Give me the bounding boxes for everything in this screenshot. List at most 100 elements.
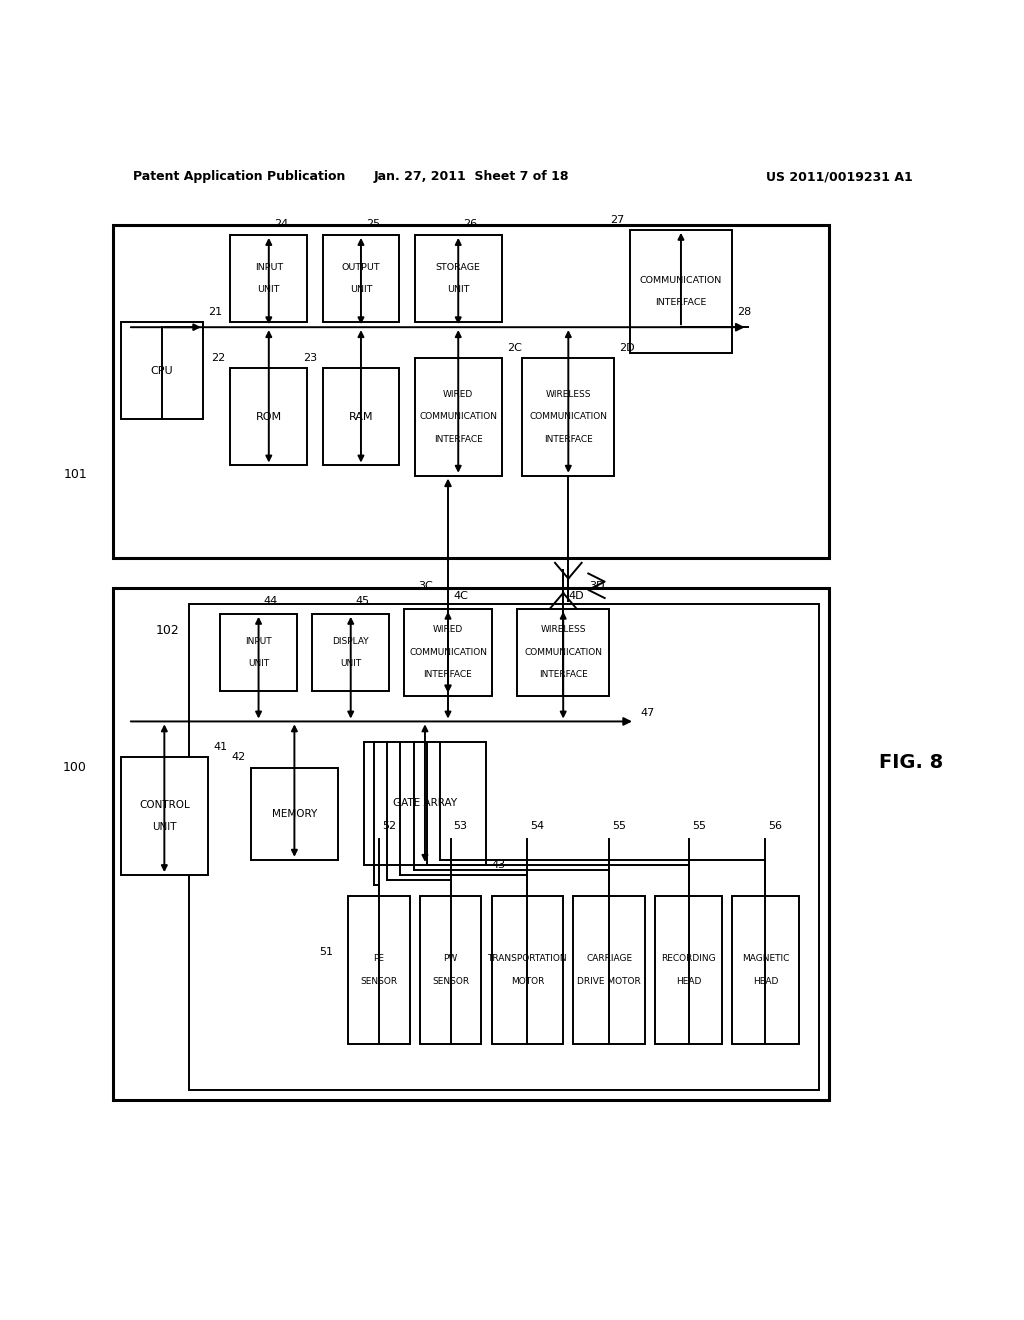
- Text: 2D: 2D: [620, 343, 635, 352]
- Bar: [121, 322, 203, 420]
- Text: 41: 41: [213, 742, 227, 752]
- Text: 25: 25: [367, 219, 380, 228]
- Text: WIRELESS: WIRELESS: [541, 626, 586, 635]
- Text: 2C: 2C: [507, 343, 522, 352]
- Text: 3D: 3D: [589, 581, 604, 591]
- Text: UNIT: UNIT: [258, 285, 280, 294]
- Text: PE: PE: [374, 954, 384, 964]
- Text: UNIT: UNIT: [447, 285, 469, 294]
- Bar: [732, 895, 799, 1044]
- Text: 42: 42: [231, 752, 246, 763]
- Bar: [251, 767, 338, 859]
- Text: PW: PW: [443, 954, 458, 964]
- Text: INTERFACE: INTERFACE: [539, 671, 588, 680]
- Text: 54: 54: [530, 821, 545, 832]
- Text: MAGNETIC: MAGNETIC: [741, 954, 790, 964]
- Text: SENSOR: SENSOR: [432, 977, 469, 986]
- Text: SENSOR: SENSOR: [360, 977, 397, 986]
- Text: 27: 27: [610, 215, 625, 224]
- Text: WIRED: WIRED: [443, 389, 473, 399]
- Text: UNIT: UNIT: [340, 659, 361, 668]
- Text: INPUT: INPUT: [245, 636, 272, 645]
- Text: UNIT: UNIT: [248, 659, 269, 668]
- Bar: [113, 224, 829, 557]
- Text: MEMORY: MEMORY: [271, 809, 317, 818]
- Text: COMMUNICATION: COMMUNICATION: [409, 648, 487, 657]
- Text: 100: 100: [63, 762, 87, 774]
- Text: 102: 102: [156, 624, 179, 638]
- Bar: [220, 614, 297, 690]
- Bar: [348, 895, 410, 1044]
- Text: 23: 23: [303, 352, 317, 363]
- Bar: [404, 609, 492, 696]
- Text: 55: 55: [692, 821, 706, 832]
- Text: COMMUNICATION: COMMUNICATION: [419, 412, 498, 421]
- Bar: [189, 603, 819, 1090]
- Text: 4C: 4C: [453, 590, 468, 601]
- Text: ROM: ROM: [256, 412, 282, 422]
- Text: CARRIAGE: CARRIAGE: [586, 954, 633, 964]
- Text: 21: 21: [208, 308, 222, 317]
- Bar: [230, 368, 307, 466]
- Text: 3C: 3C: [418, 581, 432, 591]
- Bar: [230, 235, 307, 322]
- Text: TRANSPORTATION: TRANSPORTATION: [487, 954, 567, 964]
- Text: RAM: RAM: [349, 412, 373, 422]
- Text: INPUT: INPUT: [255, 263, 283, 272]
- Text: COMMUNICATION: COMMUNICATION: [529, 412, 607, 421]
- Text: 52: 52: [382, 821, 396, 832]
- Bar: [573, 895, 645, 1044]
- Text: HEAD: HEAD: [676, 977, 701, 986]
- Bar: [415, 235, 502, 322]
- Text: COMMUNICATION: COMMUNICATION: [640, 276, 722, 285]
- Text: INTERFACE: INTERFACE: [434, 434, 482, 444]
- Text: INTERFACE: INTERFACE: [544, 434, 593, 444]
- Bar: [113, 589, 829, 1101]
- Text: FIG. 8: FIG. 8: [880, 752, 943, 772]
- Text: MOTOR: MOTOR: [511, 977, 544, 986]
- Text: 45: 45: [356, 595, 370, 606]
- Bar: [121, 758, 208, 875]
- Bar: [323, 368, 399, 466]
- Bar: [312, 614, 389, 690]
- Text: INTERFACE: INTERFACE: [424, 671, 472, 680]
- Text: Jan. 27, 2011  Sheet 7 of 18: Jan. 27, 2011 Sheet 7 of 18: [374, 170, 568, 183]
- Text: 55: 55: [612, 821, 627, 832]
- Text: 56: 56: [768, 821, 782, 832]
- Text: HEAD: HEAD: [753, 977, 778, 986]
- Bar: [630, 230, 732, 352]
- Text: UNIT: UNIT: [350, 285, 372, 294]
- Bar: [415, 358, 502, 475]
- Text: CPU: CPU: [151, 366, 173, 376]
- Bar: [522, 358, 614, 475]
- Text: INTERFACE: INTERFACE: [655, 298, 707, 308]
- Text: GATE ARRAY: GATE ARRAY: [393, 799, 457, 808]
- Text: STORAGE: STORAGE: [436, 263, 480, 272]
- Text: OUTPUT: OUTPUT: [342, 263, 380, 272]
- Text: 51: 51: [318, 946, 333, 957]
- Text: 43: 43: [492, 859, 506, 870]
- Text: US 2011/0019231 A1: US 2011/0019231 A1: [766, 170, 913, 183]
- Text: 28: 28: [737, 308, 752, 317]
- Bar: [323, 235, 399, 322]
- Text: 4D: 4D: [568, 590, 584, 601]
- Bar: [492, 895, 563, 1044]
- Text: 44: 44: [264, 595, 278, 606]
- Text: UNIT: UNIT: [153, 822, 176, 833]
- Text: 22: 22: [211, 352, 225, 363]
- Text: DISPLAY: DISPLAY: [333, 636, 369, 645]
- Text: CONTROL: CONTROL: [139, 800, 189, 810]
- Bar: [517, 609, 609, 696]
- Text: WIRELESS: WIRELESS: [546, 389, 591, 399]
- Bar: [420, 895, 481, 1044]
- Text: 26: 26: [463, 219, 477, 228]
- Text: 101: 101: [63, 467, 87, 480]
- Text: WIRED: WIRED: [433, 626, 463, 635]
- Text: Patent Application Publication: Patent Application Publication: [133, 170, 345, 183]
- Text: DRIVE MOTOR: DRIVE MOTOR: [578, 977, 641, 986]
- Text: RECORDING: RECORDING: [662, 954, 716, 964]
- Text: 24: 24: [274, 219, 288, 228]
- Text: 47: 47: [640, 709, 654, 718]
- Bar: [655, 895, 722, 1044]
- Text: 53: 53: [454, 821, 468, 832]
